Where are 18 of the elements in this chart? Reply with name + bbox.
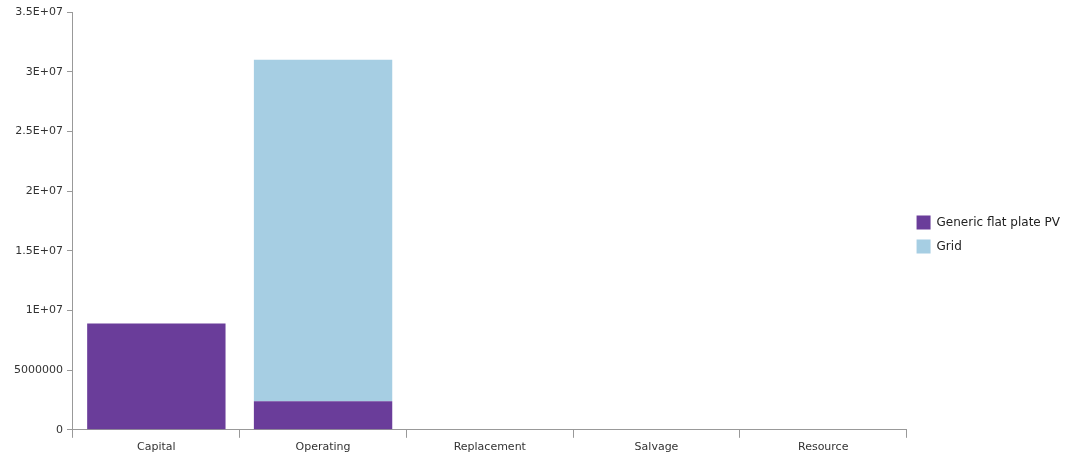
x-tick-label: Salvage	[634, 440, 679, 454]
y-tick-label: 3.5E+07	[15, 4, 63, 18]
y-tick-label: 1.5E+07	[15, 243, 63, 257]
y-tick-label: 0	[55, 422, 63, 436]
legend-label: Grid	[936, 238, 962, 253]
y-tick-label: 2E+07	[25, 183, 63, 197]
y-tick-label: 3E+07	[25, 64, 63, 78]
bar	[253, 59, 393, 402]
x-tick-label: Operating	[295, 440, 351, 454]
bar	[253, 401, 393, 430]
legend-label: Generic flat plate PV	[936, 214, 1061, 229]
bar	[87, 323, 226, 430]
x-tick-label: Replacement	[453, 440, 527, 454]
y-tick-label: 1E+07	[25, 303, 63, 317]
x-tick-label: Resource	[797, 440, 849, 454]
y-tick-label: 5000000	[13, 362, 63, 376]
y-tick-label: 2.5E+07	[15, 124, 63, 138]
x-tick-label: Capital	[137, 440, 176, 454]
